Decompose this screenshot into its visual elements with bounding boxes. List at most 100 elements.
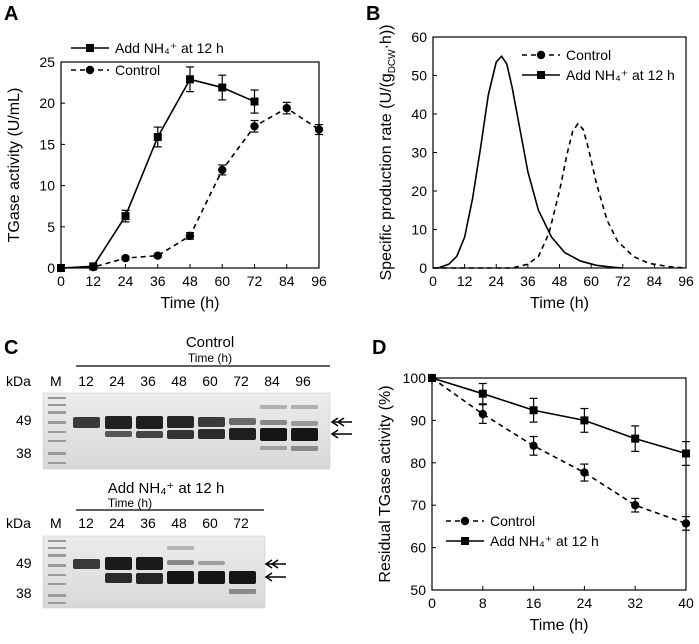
chart-a-x-tick-label: 96 [311,273,327,289]
chart-b-y-tick-label: 0 [419,260,427,276]
chart-b-series-1-legend-label: Add NH₄⁺ at 12 h [566,67,675,83]
gel-nh4-lane-label: 72 [233,515,249,531]
gel-control-bands [73,405,318,451]
gel-nh4-marker-lane-label: M [50,515,62,531]
chart-d-series-1-point [682,449,690,458]
gel-nh4-kda-label: kDa [6,515,31,531]
chart-b-y-tick-label: 40 [411,106,427,122]
gel-nh4-lane-label: 24 [109,515,125,531]
panel-letter-d: D [372,337,386,359]
gel-control-kda-label: kDa [6,373,31,389]
gel-control-lane-label: 84 [264,373,280,389]
chart-d-series-0-legend-marker [460,516,470,526]
gel-nh4-title: Add NH₄⁺ at 12 h [108,480,225,497]
chart-b-x-tick-label: 0 [429,273,437,289]
chart-b-y-axis-label: Specific production rate (U/(gDCW·h)) [378,25,398,281]
chart-a-series-1-point [282,103,291,113]
gel-nh4-mw-38: 38 [16,585,32,601]
chart-a-series-1-legend-marker [85,65,95,75]
chart-a-y-tick-label: 10 [39,178,55,194]
gel-control-mw-38: 38 [16,445,32,461]
chart-d-series-1-point [529,406,538,415]
chart-d-x-tick-label: 0 [428,595,436,611]
chart-d: 0 8 16 24 32 40 50 60 70 80 90 100 Time (h) Residual … [377,370,694,634]
gel-control-time-label: Time (h) [188,351,232,365]
chart-a: 0 12 24 36 48 60 72 84 96 0 5 10 15 20 25 Time (h) TGase… [6,40,327,312]
gel-control-lane-label: 24 [109,373,125,389]
chart-d-y-tick-label: 90 [410,412,426,428]
panel-letter-b: B [366,3,380,25]
chart-b-series-0-line [433,122,687,269]
panel-letter-c: C [4,337,18,359]
chart-d-y-axis-label: Residual TGase activity (%) [377,385,394,582]
chart-a-series-1-point [56,263,66,273]
chart-a-series-1-point [153,251,162,260]
gel-control-lane-label: 36 [140,373,156,389]
chart-d-x-tick-label: 40 [678,595,694,611]
chart-b-series-1-legend-marker [537,71,545,79]
chart-b-y-tick-label: 50 [411,68,427,84]
chart-b-y-tick-label: 60 [411,29,427,45]
chart-b-x-tick-label: 12 [457,273,473,289]
chart-d-series-1-point [580,416,589,425]
chart-a-x-tick-label: 48 [182,273,198,289]
chart-b-x-tick-label: 72 [615,273,631,289]
chart-b-x-tick-label: 60 [583,273,599,289]
gel-control-panel: Control Time (h) kDa M 12 24 36 48 60 72 84 96 … [6,334,352,470]
chart-a-y-axis-label: TGase activity (U/mL) [6,88,23,243]
chart-a-y-tick-label: 5 [47,219,55,235]
chart-a-series-0-point [250,97,259,106]
chart-b-y-tick-label: 30 [411,145,427,161]
gel-nh4-time-label: Time (h) [108,496,152,510]
gel-nh4-lane-label: 36 [140,515,156,531]
chart-d-series-1-point [428,374,436,382]
gel-control-mw-49: 49 [16,412,32,428]
gel-nh4-image [42,535,266,609]
chart-a-series-1-point [250,122,259,131]
chart-d-y-tick-label: 60 [410,540,426,556]
chart-d-series-1-line [431,377,687,455]
chart-b-series-0-legend-marker [536,50,546,60]
chart-a-x-tick-label: 84 [279,273,295,289]
gel-nh4-lane-label: 60 [202,515,218,531]
gel-control-arrows [330,417,352,439]
chart-b-x-axis-label: Time (h) [530,295,589,312]
chart-b: 0 12 24 36 48 60 72 84 96 0 10 20 30 40 50 60 Time (h) Sp… [378,25,694,312]
chart-a-series-1-point [121,253,130,263]
chart-b-series-0-legend-label: Control [566,47,611,63]
gel-control-lane-label: 48 [171,373,187,389]
gel-control-lane-label: 96 [295,373,311,389]
chart-d-x-axis-label: Time (h) [530,617,589,634]
chart-a-x-tick-label: 36 [150,273,166,289]
chart-b-x-tick-label: 84 [647,273,663,289]
chart-a-y-tick-label: 20 [39,95,55,111]
chart-a-x-tick-label: 0 [57,273,65,289]
chart-a-series-1-point [89,262,98,272]
chart-b-series-1-line [433,54,623,269]
chart-a-y-tick-label: 25 [39,54,55,70]
chart-d-y-tick-label: 50 [410,582,426,598]
chart-d-y-tick-label: 100 [403,370,427,386]
chart-d-series-1-legend-marker [461,537,469,545]
chart-d-series-0-point [478,409,487,419]
gel-control-lane-label: 12 [78,373,94,389]
chart-a-series-0-legend-label: Add NH₄⁺ at 12 h [115,40,224,56]
chart-d-series-0-point [631,501,640,510]
chart-a-x-tick-label: 60 [214,273,230,289]
gel-nh4-mw-49: 49 [16,555,32,571]
chart-d-y-tick-label: 70 [410,497,426,513]
chart-a-series-0-point [153,132,162,141]
chart-a-y-tick-label: 15 [39,136,55,152]
chart-d-series-1-point [631,434,640,443]
chart-d-series-0-point [580,468,589,477]
chart-d-x-tick-label: 32 [627,595,643,611]
chart-d-series-1-point [478,389,487,398]
chart-d-series-0-point [681,519,691,528]
gel-nh4-marker-ladder [48,540,66,604]
chart-a-series-1-legend-label: Control [115,62,160,78]
chart-d-x-tick-label: 24 [577,595,593,611]
chart-a-x-tick-label: 24 [118,273,134,289]
chart-a-y-tick-label: 0 [47,260,55,276]
gel-nh4-bands [73,546,256,594]
